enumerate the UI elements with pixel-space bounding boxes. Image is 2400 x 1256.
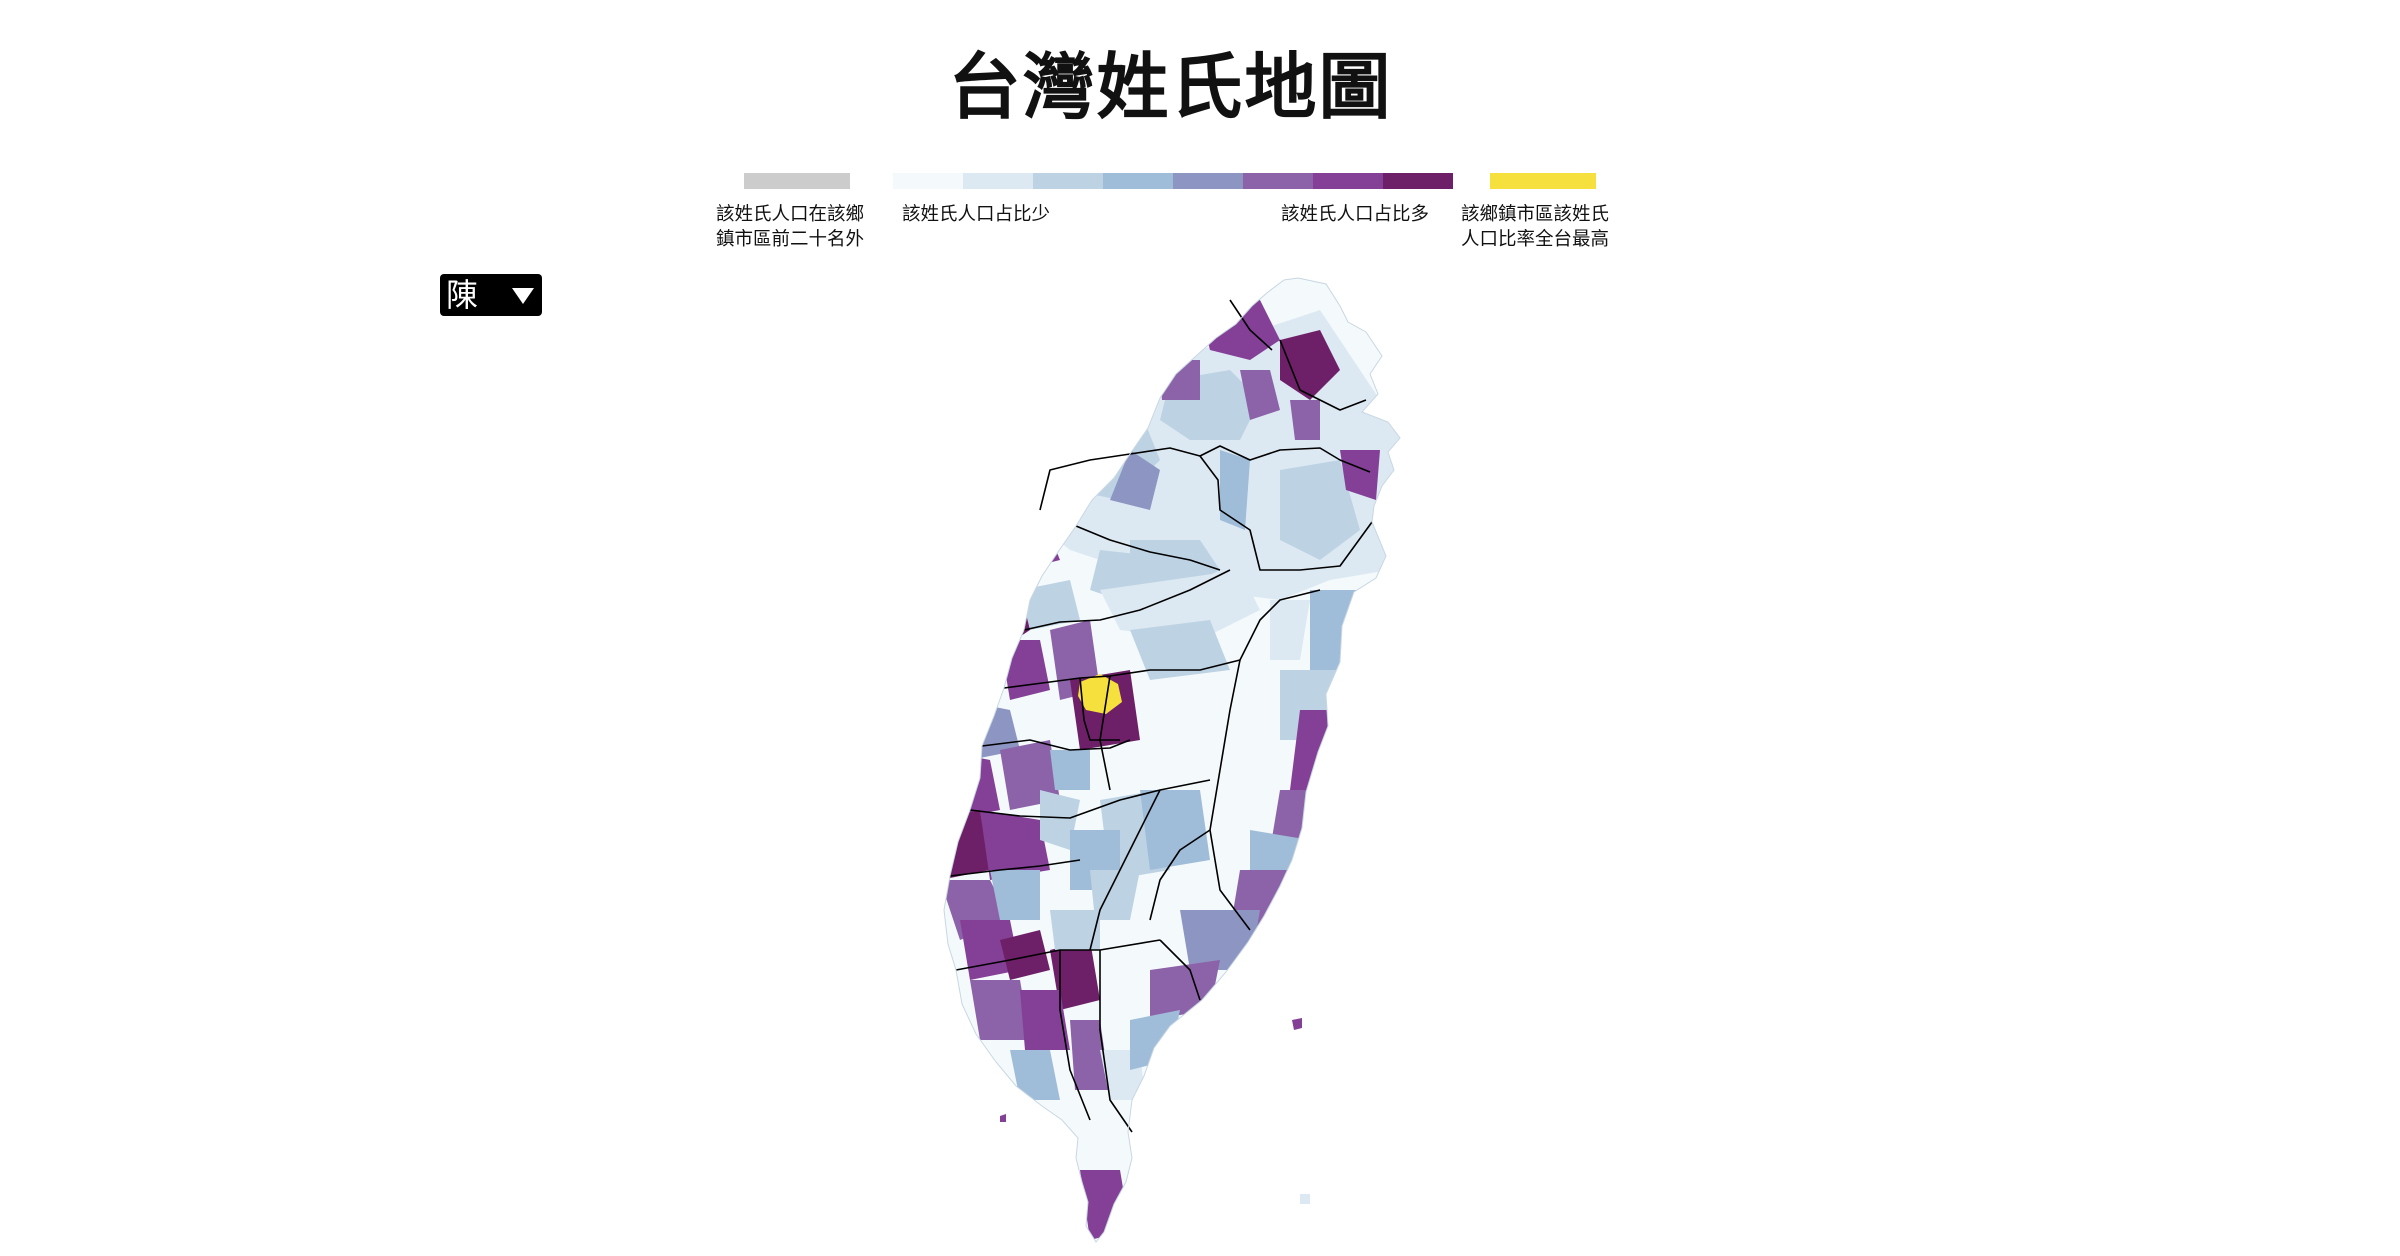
island-orchid-island <box>1300 1194 1310 1204</box>
county-border <box>1089 789 1161 951</box>
map-region-highest <box>1078 674 1122 714</box>
island-small-liuqiu <box>1000 1114 1006 1122</box>
county-border <box>1039 453 1131 511</box>
map-region <box>960 920 1020 980</box>
legend-scale-swatch <box>893 173 963 189</box>
taiwan-map <box>943 277 1401 1243</box>
surname-select-value: 陳 <box>446 276 479 314</box>
map-region <box>970 980 1030 1040</box>
map-region <box>1100 570 1260 640</box>
map-region <box>944 630 1000 700</box>
legend-scale-swatch <box>1103 173 1173 189</box>
map-region <box>1270 600 1310 660</box>
map-region <box>1010 1050 1060 1100</box>
map-region <box>1290 710 1350 790</box>
legend-swatch-not-in-top20 <box>744 173 850 189</box>
map-region <box>1050 750 1090 790</box>
surname-select[interactable]: 陳 <box>440 274 542 316</box>
legend-swatch-highest <box>1490 173 1596 189</box>
map-region <box>1310 590 1360 670</box>
map-region <box>1160 360 1200 400</box>
island-green-island <box>1292 1018 1302 1030</box>
map-region <box>980 810 1050 880</box>
map-region <box>1020 580 1080 630</box>
county-border <box>1079 677 1120 741</box>
legend-scale-swatch <box>1383 173 1453 189</box>
county-border <box>1279 339 1367 411</box>
county-border <box>1229 299 1273 351</box>
map-region <box>1090 870 1140 920</box>
map-region <box>1180 910 1260 970</box>
map-region <box>1280 460 1360 560</box>
county-border <box>1129 445 1371 473</box>
map-region <box>1110 450 1160 510</box>
map-region <box>1220 450 1250 530</box>
map-region <box>1130 620 1230 680</box>
county-border <box>1003 589 1321 689</box>
map-region <box>1070 1020 1110 1090</box>
map-region <box>1020 990 1070 1050</box>
legend-scale-swatch <box>963 173 1033 189</box>
county-border <box>969 779 1211 819</box>
county-border <box>1149 829 1211 921</box>
map-region <box>1340 450 1380 500</box>
county-border <box>1099 950 1133 1133</box>
county-border <box>949 859 1081 877</box>
county-border <box>1059 950 1091 1121</box>
map-region <box>1280 330 1340 400</box>
map-region <box>1000 930 1050 980</box>
page-title: 台灣姓氏地圖 <box>948 45 1393 129</box>
map-region <box>1130 1010 1180 1070</box>
legend: 該姓氏人口在該鄉 鎮市區前二十名外 該姓氏人口占比少 該姓氏人口占比多 該鄉鎮市… <box>0 0 2400 260</box>
legend-label-not-in-top20-line2: 鎮市區前二十名外 <box>716 229 865 250</box>
legend-label-highest-line1: 該鄉鎮市區該姓氏 <box>1461 204 1610 225</box>
map-region <box>1140 790 1210 870</box>
map-region <box>1040 380 1090 440</box>
county-borders <box>949 299 1373 1133</box>
legend-label-not-in-top20-line1: 該姓氏人口在該鄉 <box>716 204 865 225</box>
legend-label-not-in-top20: 該姓氏人口在該鄉 鎮市區前二十名外 <box>716 202 864 252</box>
legend-label-high: 該姓氏人口占比多 <box>1281 204 1430 225</box>
map-region <box>1150 960 1220 1020</box>
county-border <box>1209 659 1251 931</box>
county-border <box>1075 525 1221 571</box>
map-region <box>1000 510 1060 570</box>
map-region <box>944 810 990 880</box>
legend-label-highest: 該鄉鎮市區該姓氏 人口比率全台最高 <box>1461 202 1609 252</box>
map-region <box>1050 940 1100 1010</box>
legend-label-highest-line2: 人口比率全台最高 <box>1461 229 1610 250</box>
county-border <box>1023 569 1231 631</box>
map-region <box>1290 400 1320 440</box>
map-region <box>990 870 1040 920</box>
map-region <box>1030 450 1070 485</box>
chevron-down-icon <box>512 288 534 304</box>
taiwan-island-outline <box>943 277 1401 1243</box>
legend-scale-swatch <box>1173 173 1243 189</box>
map-region <box>1050 910 1100 950</box>
county-border <box>981 739 1131 751</box>
legend-scale-swatch <box>1313 173 1383 189</box>
legend-label-low: 該姓氏人口占比少 <box>902 204 1051 225</box>
county-border <box>1159 939 1201 1001</box>
county-border <box>1199 455 1373 571</box>
legend-scale-swatch <box>1243 173 1313 189</box>
legend-scale-swatch <box>1033 173 1103 189</box>
map-region <box>1240 370 1280 420</box>
